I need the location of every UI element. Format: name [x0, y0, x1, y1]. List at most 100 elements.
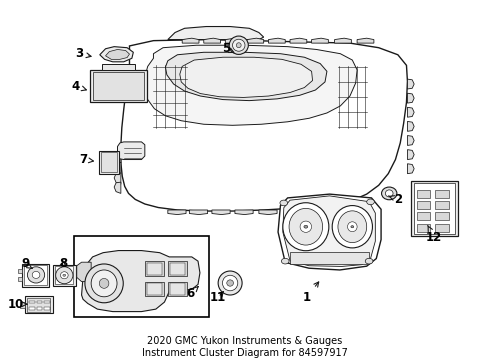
Ellipse shape: [61, 272, 68, 279]
Polygon shape: [167, 27, 263, 40]
Polygon shape: [182, 38, 199, 43]
Polygon shape: [282, 196, 375, 266]
Ellipse shape: [331, 206, 372, 248]
Ellipse shape: [27, 267, 44, 283]
Polygon shape: [234, 210, 253, 215]
Bar: [21, 264, 49, 287]
Bar: [102, 64, 135, 70]
Polygon shape: [278, 194, 380, 270]
Ellipse shape: [300, 221, 311, 232]
Bar: [53, 265, 76, 286]
Bar: [434, 212, 447, 220]
Ellipse shape: [218, 271, 242, 295]
Bar: [410, 181, 457, 236]
Text: 2020 GMC Yukon Instruments & Gauges
Instrument Cluster Diagram for 84597917: 2020 GMC Yukon Instruments & Gauges Inst…: [141, 336, 347, 357]
Polygon shape: [311, 38, 328, 43]
Polygon shape: [407, 79, 413, 89]
Polygon shape: [114, 152, 121, 163]
Bar: [74, 237, 208, 317]
Text: 5: 5: [222, 42, 233, 55]
Polygon shape: [335, 210, 353, 215]
Polygon shape: [225, 38, 242, 43]
Bar: [37, 301, 42, 303]
Circle shape: [350, 226, 353, 228]
Polygon shape: [121, 40, 407, 211]
Polygon shape: [258, 210, 277, 215]
Bar: [168, 282, 186, 296]
Polygon shape: [268, 38, 285, 43]
Circle shape: [365, 258, 372, 264]
Ellipse shape: [385, 190, 392, 197]
Ellipse shape: [282, 203, 328, 251]
Polygon shape: [77, 262, 91, 282]
Polygon shape: [203, 38, 220, 43]
Ellipse shape: [229, 36, 248, 54]
Ellipse shape: [32, 271, 40, 278]
Ellipse shape: [381, 187, 396, 200]
Bar: [147, 262, 161, 275]
Text: 9: 9: [21, 257, 32, 270]
Bar: [99, 151, 119, 174]
Bar: [170, 283, 184, 295]
Bar: [27, 298, 50, 312]
Bar: [434, 224, 447, 231]
Ellipse shape: [347, 222, 356, 232]
Ellipse shape: [226, 280, 233, 286]
Bar: [413, 183, 454, 234]
Ellipse shape: [91, 270, 117, 297]
Text: 1: 1: [302, 282, 318, 303]
Text: 8: 8: [59, 257, 67, 270]
Polygon shape: [144, 45, 356, 125]
Bar: [145, 282, 163, 296]
Polygon shape: [289, 38, 306, 43]
Circle shape: [281, 258, 288, 264]
Bar: [434, 190, 447, 198]
Text: 10: 10: [7, 298, 27, 311]
Ellipse shape: [85, 264, 123, 303]
Bar: [416, 224, 429, 231]
Bar: [416, 190, 429, 198]
Bar: [55, 266, 73, 284]
Text: 2: 2: [387, 193, 401, 206]
Polygon shape: [165, 52, 326, 100]
Bar: [434, 201, 447, 209]
Bar: [29, 307, 35, 310]
Polygon shape: [81, 251, 200, 312]
Polygon shape: [407, 107, 413, 117]
Ellipse shape: [288, 208, 322, 245]
Ellipse shape: [337, 211, 366, 243]
Bar: [25, 296, 53, 313]
Circle shape: [304, 225, 307, 228]
Bar: [29, 301, 35, 303]
Circle shape: [280, 200, 287, 206]
Bar: [145, 261, 163, 276]
Bar: [168, 261, 186, 276]
Text: 4: 4: [72, 80, 86, 93]
Polygon shape: [407, 93, 413, 103]
Polygon shape: [114, 162, 121, 174]
Polygon shape: [356, 38, 373, 43]
Polygon shape: [246, 38, 263, 43]
Ellipse shape: [99, 278, 109, 288]
Polygon shape: [114, 173, 121, 184]
Bar: [44, 307, 50, 310]
Circle shape: [63, 274, 65, 276]
Polygon shape: [283, 210, 302, 215]
Bar: [289, 252, 368, 264]
Polygon shape: [211, 210, 230, 215]
Polygon shape: [189, 210, 207, 215]
Bar: [37, 307, 42, 310]
Polygon shape: [407, 164, 413, 174]
Bar: [20, 302, 25, 308]
Bar: [18, 277, 21, 281]
Circle shape: [366, 199, 374, 205]
Bar: [90, 70, 146, 102]
Bar: [24, 265, 47, 285]
Polygon shape: [334, 38, 351, 43]
Polygon shape: [167, 210, 185, 215]
Bar: [93, 72, 143, 100]
Polygon shape: [407, 150, 413, 159]
Ellipse shape: [56, 267, 73, 284]
Ellipse shape: [232, 39, 244, 51]
Polygon shape: [114, 182, 121, 193]
